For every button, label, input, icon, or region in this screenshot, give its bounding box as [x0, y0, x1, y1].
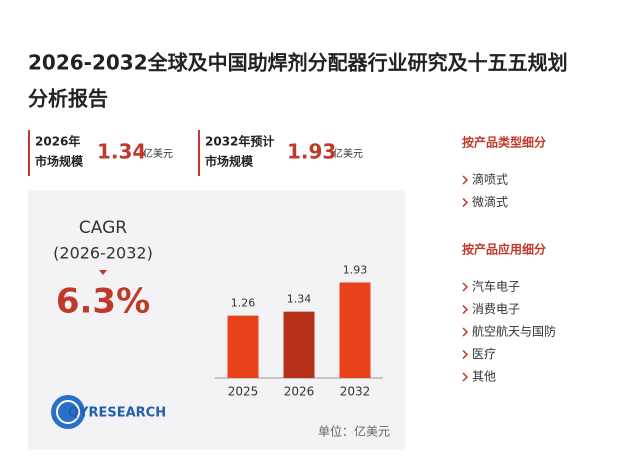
title-line: 2026-2032全球及中国助焊剂分配器行业研究及十五五规划 — [28, 51, 568, 75]
segment-heading: 按产品应用细分 — [462, 242, 546, 257]
segment-item: 消费电子 — [472, 302, 520, 316]
kpi-value: 1.93 — [287, 140, 336, 164]
bar — [227, 315, 259, 378]
segment-item: 汽车电子 — [472, 279, 520, 294]
kpi-label: 市场规模 — [35, 154, 84, 169]
segment-item: 其他 — [472, 370, 496, 384]
x-tick-label: 2032 — [340, 385, 371, 399]
kpi-bar — [28, 130, 30, 176]
bullet — [462, 304, 469, 315]
segment-item: 滴喷式 — [472, 172, 508, 187]
kpi-unit: 亿美元 — [333, 147, 363, 160]
bullet — [462, 327, 469, 337]
bar — [339, 282, 371, 378]
value-label: 1.26 — [231, 297, 256, 310]
bullet — [462, 197, 469, 208]
segment-item: 航空航天与国防 — [472, 324, 556, 339]
kpi-label: 市场规模 — [205, 154, 254, 169]
logo-globe — [51, 395, 85, 429]
segment-heading: 按产品类型细分 — [462, 135, 546, 150]
logo-ring — [56, 400, 80, 424]
arrow — [99, 270, 107, 275]
logo: QYRESEARCH — [51, 395, 166, 429]
unit-note: 单位：亿美元 — [318, 424, 390, 439]
kpi-bar — [198, 130, 200, 176]
kpi-label: 2026年 — [35, 134, 80, 149]
bullet — [462, 372, 469, 382]
kpi-label: 2032年预计 — [205, 134, 274, 149]
cagr-period: (2026-2032) — [53, 244, 153, 263]
value-label: 1.93 — [343, 263, 368, 276]
kpi-value: 1.34 — [97, 140, 146, 164]
value-label: 1.34 — [287, 293, 312, 306]
x-tick-label: 2025 — [228, 385, 259, 399]
bullet — [462, 349, 469, 360]
cagr-label: CAGR — [79, 218, 127, 238]
bar — [283, 311, 315, 378]
segment-item: 微滴式 — [472, 194, 508, 209]
bullet — [462, 175, 469, 185]
logo-text: QYRESEARCH — [68, 406, 166, 421]
x-tick-label: 2026 — [284, 385, 315, 399]
segment-item: 医疗 — [472, 347, 496, 361]
kpi-unit: 亿美元 — [143, 147, 173, 160]
cagr-value: 6.3% — [56, 282, 150, 322]
title-line: 分析报告 — [28, 87, 108, 111]
bullet — [462, 282, 469, 292]
